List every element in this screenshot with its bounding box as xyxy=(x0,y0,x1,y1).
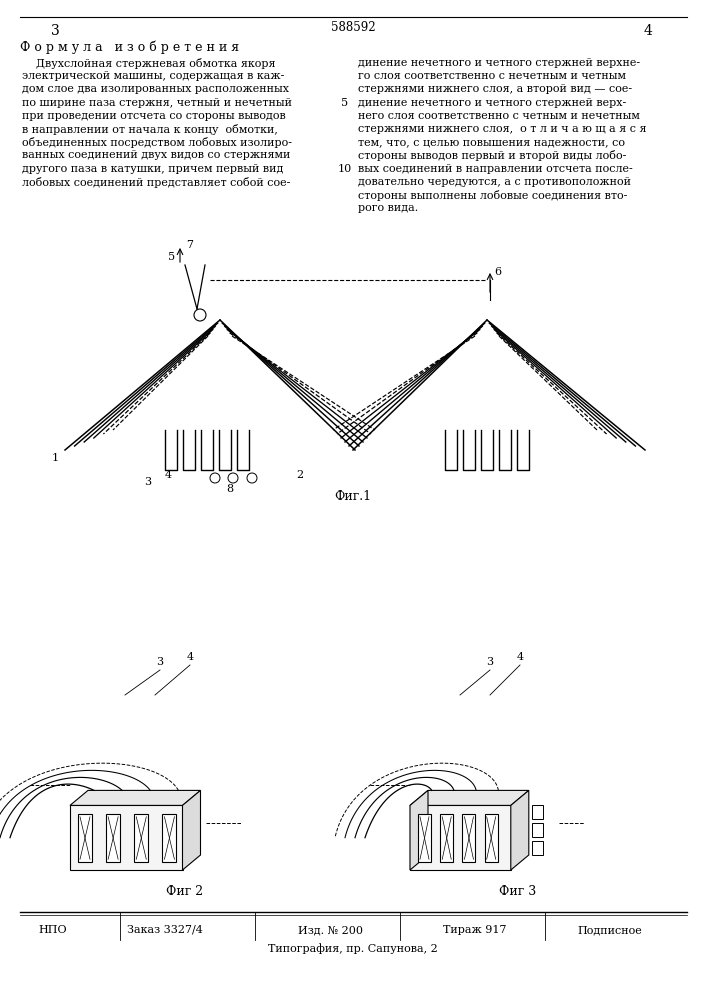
Text: 3: 3 xyxy=(156,657,163,667)
Polygon shape xyxy=(70,790,201,805)
Polygon shape xyxy=(410,790,529,805)
Text: Фиг 2: Фиг 2 xyxy=(166,885,204,898)
Text: 588592: 588592 xyxy=(331,21,375,34)
Text: него слоя соответственно с четным и нечетным: него слоя соответственно с четным и нече… xyxy=(358,111,640,121)
Text: 8: 8 xyxy=(226,484,233,494)
Polygon shape xyxy=(410,805,510,870)
Text: динение нечетного и четного стержней верхне-: динение нечетного и четного стержней вер… xyxy=(358,58,640,68)
Polygon shape xyxy=(510,790,529,870)
Text: Подписное: Подписное xyxy=(578,925,643,935)
Text: рого вида.: рого вида. xyxy=(358,203,419,213)
Text: стороны выполнены лобовые соединения вто-: стороны выполнены лобовые соединения вто… xyxy=(358,190,627,201)
Text: лобовых соединений представляет собой сое-: лобовых соединений представляет собой со… xyxy=(22,177,291,188)
Circle shape xyxy=(194,309,206,321)
Circle shape xyxy=(247,473,257,483)
Text: 5: 5 xyxy=(168,252,175,262)
Bar xyxy=(485,814,498,862)
Text: 5: 5 xyxy=(341,98,349,108)
Text: 1: 1 xyxy=(52,453,59,463)
Bar xyxy=(106,814,120,862)
Text: 3: 3 xyxy=(144,477,151,487)
Text: Ф о р м у л а   и з о б р е т е н и я: Ф о р м у л а и з о б р е т е н и я xyxy=(21,40,240,53)
Text: дом слое два изолированных расположенных: дом слое два изолированных расположенных xyxy=(22,84,289,94)
Text: Типография, пр. Сапунова, 2: Типография, пр. Сапунова, 2 xyxy=(268,943,438,954)
Text: ванных соединений двух видов со стержнями: ванных соединений двух видов со стержням… xyxy=(22,150,291,160)
Circle shape xyxy=(228,473,238,483)
Text: 4: 4 xyxy=(165,470,172,480)
Text: 10: 10 xyxy=(338,164,352,174)
Text: Двухслойная стержневая обмотка якоря: Двухслойная стержневая обмотка якоря xyxy=(22,58,276,69)
Polygon shape xyxy=(70,805,182,870)
Text: го слоя соответственно с нечетным и четным: го слоя соответственно с нечетным и четн… xyxy=(358,71,626,81)
Text: Изд. № 200: Изд. № 200 xyxy=(298,925,363,935)
Text: по ширине паза стержня, четный и нечетный: по ширине паза стержня, четный и нечетны… xyxy=(22,98,292,108)
Text: динение нечетного и четного стержней верх-: динение нечетного и четного стержней вер… xyxy=(358,98,626,108)
Text: объединенных посредством лобовых изолиро-: объединенных посредством лобовых изолиро… xyxy=(22,137,292,148)
Text: Заказ 3327/4: Заказ 3327/4 xyxy=(127,925,203,935)
Text: 2: 2 xyxy=(296,470,303,480)
Text: 4: 4 xyxy=(187,652,194,662)
Text: 7: 7 xyxy=(187,240,194,250)
Text: стержнями нижнего слоя, а второй вид — сое-: стержнями нижнего слоя, а второй вид — с… xyxy=(358,84,632,94)
Polygon shape xyxy=(410,790,428,870)
Text: 3: 3 xyxy=(51,24,59,38)
Text: 3: 3 xyxy=(486,657,493,667)
Text: другого паза в катушки, причем первый вид: другого паза в катушки, причем первый ви… xyxy=(22,164,284,174)
Text: 4: 4 xyxy=(516,652,524,662)
Text: вых соединений в направлении отсчета после-: вых соединений в направлении отсчета пос… xyxy=(358,164,633,174)
Text: 4: 4 xyxy=(643,24,653,38)
Text: в направлении от начала к концу  обмотки,: в направлении от начала к концу обмотки, xyxy=(22,124,278,135)
Text: Тираж 917: Тираж 917 xyxy=(443,925,507,935)
Text: НПО: НПО xyxy=(38,925,66,935)
Bar xyxy=(418,814,431,862)
Text: стержнями нижнего слоя,  о т л и ч а ю щ а я с я: стержнями нижнего слоя, о т л и ч а ю щ … xyxy=(358,124,646,134)
Text: стороны выводов первый и второй виды лобо-: стороны выводов первый и второй виды лоб… xyxy=(358,150,626,161)
Bar xyxy=(163,814,177,862)
Text: электрической машины, содержащая в каж-: электрической машины, содержащая в каж- xyxy=(22,71,284,81)
Text: при проведении отсчета со стороны выводов: при проведении отсчета со стороны выводо… xyxy=(22,111,286,121)
Bar xyxy=(462,814,475,862)
Bar xyxy=(440,814,453,862)
Text: тем, что, с целью повышения надежности, со: тем, что, с целью повышения надежности, … xyxy=(358,137,625,147)
Circle shape xyxy=(210,473,220,483)
Text: 6: 6 xyxy=(494,267,501,277)
Text: Фиг.1: Фиг.1 xyxy=(334,490,372,503)
Bar xyxy=(532,805,543,819)
Bar xyxy=(532,841,543,855)
Polygon shape xyxy=(182,790,201,870)
Bar xyxy=(134,814,148,862)
Text: довательно чередуются, а с противоположной: довательно чередуются, а с противоположн… xyxy=(358,177,631,187)
Bar xyxy=(532,823,543,837)
Text: Фиг 3: Фиг 3 xyxy=(499,885,537,898)
Bar xyxy=(78,814,92,862)
